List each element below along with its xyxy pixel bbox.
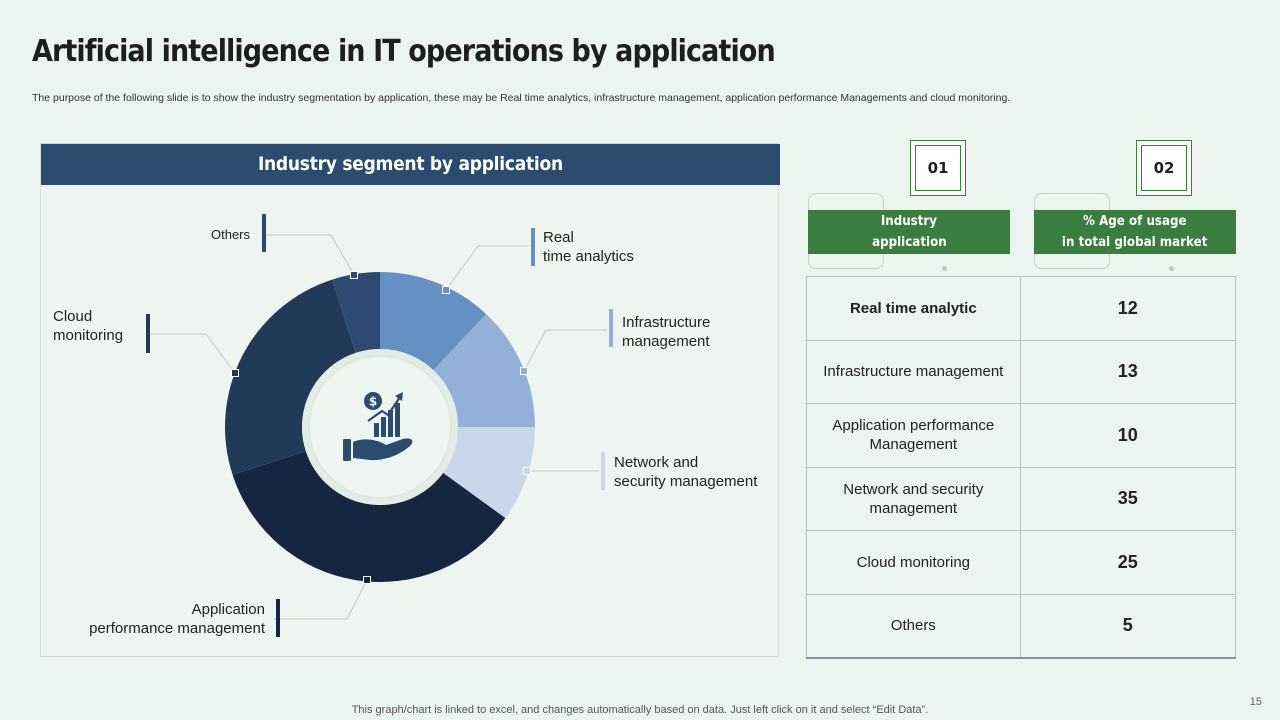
table-row: Application performance Management 10 bbox=[806, 403, 1237, 468]
svg-text:$: $ bbox=[369, 395, 377, 409]
leader-line bbox=[150, 333, 236, 374]
donut-chart[interactable]: $ bbox=[41, 144, 780, 658]
real-time-label-bar bbox=[531, 228, 535, 266]
column-header-usage-line1: % Age of usage bbox=[1083, 213, 1187, 229]
table-cell-value: 35 bbox=[1019, 466, 1237, 531]
table-row: Real time analytic 12 bbox=[806, 276, 1237, 341]
real-time-label-line2: time analytics bbox=[543, 248, 634, 265]
network-label-bar bbox=[601, 452, 605, 490]
table-row: Cloud monitoring 25 bbox=[806, 530, 1237, 595]
slide-subtitle: The purpose of the following slide is to… bbox=[32, 92, 1011, 104]
table-cell-application: Application performance Management bbox=[806, 403, 1021, 468]
table-row: Infrastructure management 13 bbox=[806, 339, 1237, 404]
table-cell-value: 13 bbox=[1019, 339, 1237, 404]
number-badge-02: 02 bbox=[1136, 140, 1192, 196]
infrastructure-label-line2: management bbox=[622, 333, 710, 350]
others-label-bar bbox=[262, 214, 266, 252]
money-growth-hand-icon: $ bbox=[343, 392, 413, 461]
cloud-label: Cloud monitoring bbox=[53, 307, 123, 345]
table-row: Others 5 bbox=[806, 593, 1237, 659]
decor-dot-2 bbox=[1169, 266, 1174, 271]
column-header-industry-line2: application bbox=[871, 234, 947, 250]
table-cell-application-line: Management bbox=[869, 436, 958, 454]
footer-note: This graph/chart is linked to excel, and… bbox=[351, 704, 929, 716]
app-perf-label-line2: performance management bbox=[89, 620, 265, 637]
table-cell-application-line: Network and security bbox=[843, 480, 984, 498]
others-label: Others bbox=[211, 227, 251, 242]
leader-marker bbox=[363, 576, 371, 584]
table-cell-application: Others bbox=[806, 593, 1021, 659]
donut-slice-real-time-analytics[interactable] bbox=[380, 272, 487, 371]
app-perf-label: Application performance management bbox=[71, 600, 265, 638]
table-cell-application: Cloud monitoring bbox=[806, 530, 1021, 595]
table-cell-application-line: Application performance bbox=[832, 417, 995, 435]
number-badge-02-text: 02 bbox=[1141, 145, 1187, 191]
donut-slice-cloud-monitoring[interactable] bbox=[224, 279, 356, 475]
donut-slice-infrastructure-management[interactable] bbox=[433, 314, 535, 427]
table-cell-application: Real time analytic bbox=[806, 276, 1021, 341]
real-time-label: Real time analytics bbox=[543, 228, 634, 266]
app-perf-label-line1: Application bbox=[191, 601, 265, 618]
slide-title: Artificial intelligence in IT operations… bbox=[32, 34, 776, 69]
table-cell-application-line: Cloud monitoring bbox=[856, 553, 971, 571]
app-perf-label-bar bbox=[276, 599, 280, 637]
table-cell-value: 5 bbox=[1019, 593, 1237, 659]
column-header-usage-line2: in total global market bbox=[1062, 234, 1208, 250]
infrastructure-label: Infrastructure management bbox=[622, 313, 710, 351]
donut-slice-others[interactable] bbox=[332, 272, 380, 353]
leader-marker bbox=[520, 367, 528, 375]
page-number: 15 bbox=[1249, 696, 1262, 708]
donut-slice-network-and-security-management[interactable] bbox=[443, 427, 535, 519]
table-cell-application-line: Real time analytic bbox=[849, 299, 977, 317]
chart-header-text: Industry segment by application bbox=[258, 153, 563, 175]
table-row: Network and security management 35 bbox=[806, 466, 1237, 531]
infrastructure-label-line1: Infrastructure bbox=[622, 314, 711, 331]
number-badge-01: 01 bbox=[910, 140, 966, 196]
cloud-label-line2: monitoring bbox=[53, 327, 124, 344]
cloud-label-line1: Cloud bbox=[53, 308, 93, 325]
leader-line bbox=[266, 234, 355, 276]
table-cell-value: 25 bbox=[1019, 530, 1237, 595]
network-label: Network and security management bbox=[614, 453, 757, 491]
cloud-label-bar bbox=[146, 314, 150, 353]
infrastructure-label-bar bbox=[609, 309, 613, 347]
leader-line bbox=[445, 245, 529, 291]
network-label-line1: Network and bbox=[614, 454, 699, 471]
table-cell-application-line: management bbox=[869, 499, 958, 517]
table-cell-value: 10 bbox=[1019, 403, 1237, 468]
leader-line bbox=[523, 329, 607, 372]
real-time-label-line1: Real bbox=[543, 229, 574, 246]
leader-marker bbox=[350, 271, 358, 279]
table-cell-application: Infrastructure management bbox=[806, 339, 1021, 404]
leader-marker bbox=[523, 467, 531, 475]
chart-header: Industry segment by application bbox=[41, 144, 780, 185]
table-cell-application: Network and security management bbox=[806, 466, 1021, 531]
network-label-line2: security management bbox=[614, 473, 758, 490]
table-cell-application-line: Infrastructure management bbox=[823, 363, 1004, 381]
leader-line bbox=[274, 579, 368, 620]
decor-dot-1 bbox=[942, 266, 947, 271]
leader-marker bbox=[231, 369, 239, 377]
number-badge-01-text: 01 bbox=[915, 145, 961, 191]
table-cell-application-line: Others bbox=[890, 617, 936, 634]
donut-hole bbox=[308, 355, 452, 499]
column-header-industry: Industry application bbox=[808, 210, 1010, 254]
table-cell-value: 12 bbox=[1019, 276, 1237, 341]
column-header-usage: % Age of usage in total global market bbox=[1034, 210, 1236, 254]
chart-panel: Industry segment by application $ Real t… bbox=[40, 143, 780, 658]
usage-table: Real time analytic 12 Infrastructure manag… bbox=[806, 276, 1237, 659]
column-header-industry-line1: Industry bbox=[880, 213, 938, 229]
donut-slice-application-performance-management[interactable] bbox=[232, 451, 506, 582]
leader-marker bbox=[442, 286, 450, 294]
